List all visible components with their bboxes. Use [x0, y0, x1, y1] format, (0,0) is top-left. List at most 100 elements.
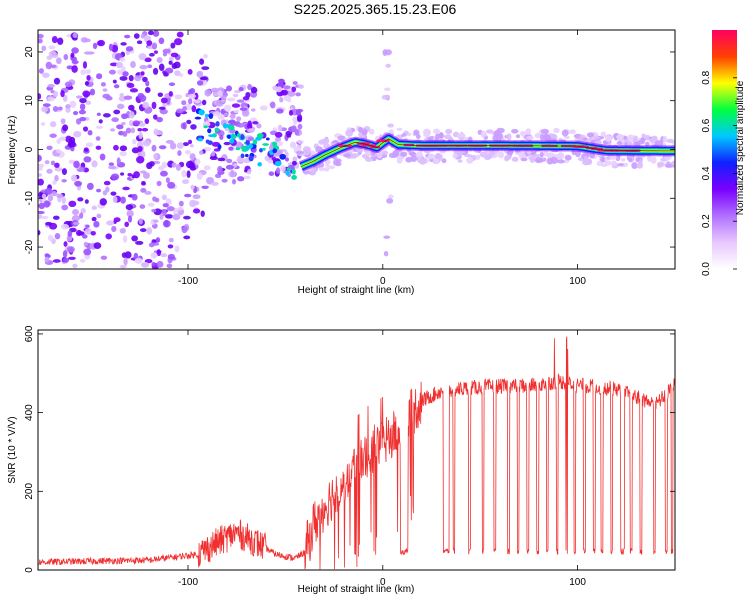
figure-title: S225.2025.365.15.23.E06 — [294, 1, 457, 17]
spectrogram-cell — [617, 163, 624, 167]
spectrogram-cell — [67, 230, 73, 237]
spectrogram-cell — [167, 244, 174, 249]
spectrogram-cell — [268, 171, 275, 176]
spectrogram-cell — [111, 117, 119, 123]
spectrogram-cell — [38, 164, 44, 171]
spectrogram-cell — [251, 108, 256, 112]
spectrogram-cell — [123, 95, 133, 100]
spectrogram-cell — [400, 151, 408, 157]
spectrogram-cell — [79, 258, 86, 263]
spectrogram-cell — [142, 172, 150, 179]
spectrogram-cell — [540, 133, 545, 142]
spectrogram-cell — [113, 109, 121, 115]
colorbar-tick-label: 0.8 — [701, 70, 712, 84]
spectrogram-cell — [243, 175, 251, 180]
spectrogram-cell — [641, 133, 646, 138]
spectrogram-cell — [38, 93, 42, 100]
spectrogram-cell — [415, 151, 424, 159]
spectrogram-cell — [257, 162, 262, 167]
spectrogram-cell — [158, 106, 166, 110]
spectrogram-cell — [85, 142, 94, 148]
x-tick-label: 0 — [380, 276, 386, 287]
spectrogram-cell — [141, 127, 149, 132]
spectrogram-cell — [232, 134, 237, 139]
spectrogram-cell — [272, 148, 277, 154]
spectrogram-cell — [174, 245, 180, 253]
snr-panel: -100 0 100 0 200 400 600 Height of straight l… — [7, 325, 676, 595]
spectrogram-cell — [168, 56, 174, 62]
spectrogram-cell — [518, 151, 525, 159]
spectrogram-cell — [631, 162, 638, 169]
spectrogram-cell — [279, 153, 286, 160]
spectrogram-cell — [238, 87, 244, 92]
spectrogram-cell — [278, 78, 285, 83]
spectrogram-cell — [480, 130, 487, 138]
spectrogram-cell — [381, 94, 390, 100]
spectrogram-cell — [68, 200, 77, 208]
spectrogram-cell — [91, 205, 98, 211]
spectrogram-cell — [140, 170, 147, 174]
spectrogram-cell — [187, 165, 196, 169]
spectrogram-cell — [122, 186, 130, 191]
spectrogram-cell — [605, 134, 613, 141]
spectrogram-cell — [511, 156, 519, 162]
colorbar-strip — [712, 30, 737, 269]
spectrogram-cell — [124, 34, 131, 39]
spectrogram-cell — [137, 128, 143, 132]
spectrogram-cell — [46, 55, 53, 60]
spectrogram-cell — [525, 128, 532, 136]
spectrogram-cell — [190, 124, 197, 130]
x-tick-label: -100 — [178, 276, 198, 287]
spectrogram-cell — [45, 61, 53, 70]
spectrogram-cell — [116, 124, 124, 130]
spectrogram-cell — [413, 130, 420, 136]
spectrogram-cell — [111, 225, 117, 232]
spectrogram-cell — [75, 229, 83, 237]
spectrogram-cell — [227, 97, 236, 102]
spectrogram-cell — [131, 174, 136, 179]
spectrogram-cell — [219, 134, 224, 140]
spectrogram-cell — [66, 246, 75, 253]
spectrogram-cell — [38, 178, 44, 186]
spectrogram-cell — [287, 90, 296, 97]
spectrogram-cell — [182, 142, 189, 147]
spectrogram-cell — [229, 113, 236, 119]
spectrogram-cell — [71, 56, 78, 62]
spectrogram-cell — [204, 89, 212, 97]
spectrogram-cell — [80, 208, 86, 214]
spectrogram-cell — [526, 135, 534, 140]
spectrogram-cell — [128, 104, 135, 111]
spectrogram-cell — [201, 99, 207, 106]
spectrogram-cell — [72, 263, 78, 269]
spectrogram-cell — [131, 193, 138, 201]
spectrogram-cell — [54, 233, 61, 240]
spectrogram-cell — [233, 109, 240, 114]
spectrogram-cell — [401, 133, 407, 137]
spectrogram-cell — [136, 155, 145, 164]
spectrogram-cell — [156, 260, 164, 268]
spectrogram-cell — [280, 164, 286, 173]
spectrogram-cell — [77, 197, 84, 202]
spectrogram-cell — [296, 114, 303, 122]
spectrogram-cell — [534, 132, 542, 139]
spectrogram-cell — [66, 34, 72, 38]
spectrogram-cell — [665, 164, 674, 168]
spectrogram-cell — [452, 153, 458, 159]
spectrogram-cell — [153, 153, 158, 160]
spectrogram-cell — [203, 125, 208, 129]
spectrogram-cell — [38, 173, 43, 177]
spectrogram-cell — [190, 184, 195, 190]
spectrogram-cell — [457, 133, 466, 138]
spectrogram-cell — [142, 76, 148, 83]
spectrogram-cell — [274, 160, 282, 167]
y-tick-label: -10 — [24, 191, 35, 206]
spectrogram-cell — [102, 190, 108, 196]
spectrogram-cell — [124, 251, 132, 259]
spectrogram-cell — [186, 119, 192, 125]
spectrogram-cell — [96, 188, 102, 193]
spectrogram-cell — [175, 163, 181, 171]
spectrogram-cell — [50, 121, 57, 128]
spectrogram-cell — [615, 134, 624, 139]
spectrogram-cell — [610, 160, 617, 167]
spectrogram-cell — [71, 174, 78, 182]
